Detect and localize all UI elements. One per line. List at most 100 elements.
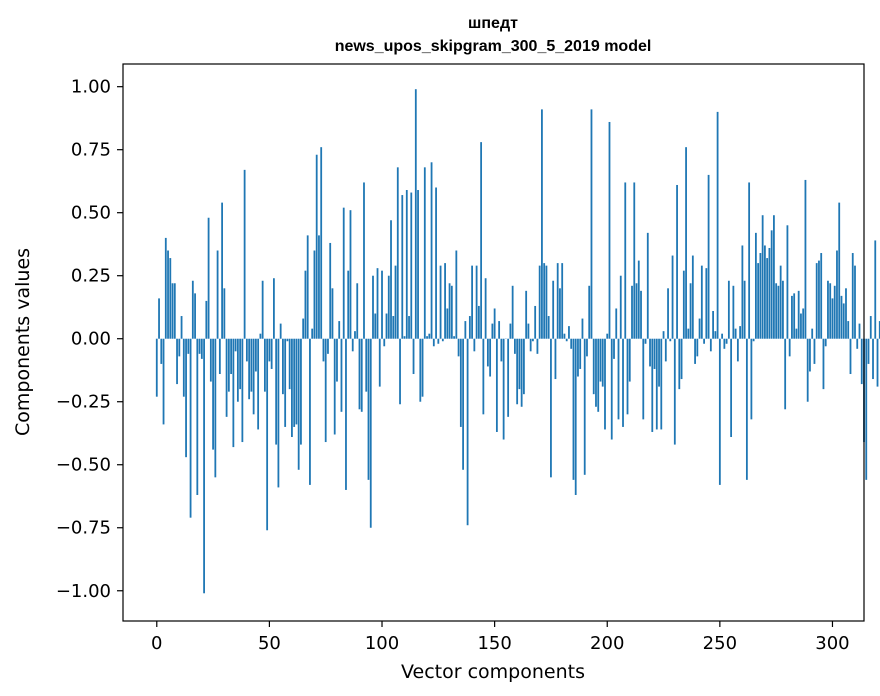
bar-160: [516, 338, 519, 405]
bar-68: [309, 338, 311, 485]
bar-302: [836, 250, 838, 339]
bar-1: [158, 298, 160, 339]
bar-263: [748, 182, 751, 339]
bar-126: [439, 265, 442, 339]
bar-43: [252, 338, 255, 415]
bar-63: [297, 338, 300, 470]
y-tick-label: −0.25: [56, 392, 111, 413]
bar-161: [518, 338, 521, 390]
bar-300: [831, 298, 834, 339]
bar-143: [477, 305, 480, 339]
bar-237: [689, 283, 692, 339]
bar-18: [196, 338, 199, 495]
bar-273: [770, 230, 773, 339]
x-tick-label: 100: [365, 633, 399, 654]
bar-315: [865, 338, 868, 480]
bar-185: [572, 338, 575, 480]
bar-97: [374, 313, 377, 339]
bar-294: [818, 260, 820, 339]
bar-274: [773, 215, 775, 339]
bar-219: [649, 338, 651, 367]
bar-120: [426, 336, 428, 339]
bar-56: [282, 338, 284, 395]
bar-69: [311, 328, 314, 339]
x-tick-label: 0: [151, 633, 162, 654]
bar-171: [541, 109, 543, 339]
bar-187: [577, 338, 579, 377]
bar-112: [408, 316, 410, 339]
bar-51: [270, 338, 273, 369]
bar-85: [347, 270, 350, 339]
bar-37: [239, 338, 242, 390]
bar-149: [491, 323, 494, 339]
bar-61: [293, 338, 296, 427]
bar-31: [225, 338, 228, 417]
bar-285: [797, 290, 800, 339]
bar-298: [827, 280, 829, 339]
bar-121: [428, 333, 431, 339]
bar-234: [682, 270, 685, 339]
bar-122: [430, 162, 433, 339]
bar-295: [820, 253, 823, 339]
y-tick-label: 0.00: [71, 329, 111, 350]
bar-58: [286, 338, 289, 342]
bar-203: [613, 338, 615, 359]
bar-238: [691, 255, 694, 339]
bar-144: [480, 142, 483, 339]
bar-256: [732, 285, 735, 339]
bar-292: [813, 338, 816, 364]
bar-22: [205, 300, 208, 339]
bar-286: [800, 313, 802, 339]
bar-109: [401, 195, 404, 339]
bar-305: [842, 303, 845, 339]
bar-148: [489, 338, 492, 377]
bar-176: [552, 280, 555, 339]
bar-308: [849, 338, 852, 375]
bar-79: [333, 338, 336, 435]
bar-166: [529, 338, 532, 352]
bar-3: [162, 338, 165, 425]
bar-312: [858, 323, 861, 339]
bar-36: [236, 338, 239, 402]
bar-199: [604, 338, 606, 430]
bar-111: [405, 190, 408, 339]
y-tick-label: −0.50: [56, 455, 111, 476]
bar-71: [315, 154, 318, 339]
bar-8: [173, 283, 176, 339]
bar-150: [493, 308, 496, 339]
bar-306: [845, 288, 847, 339]
bar-190: [583, 338, 586, 475]
bar-197: [599, 338, 602, 382]
bar-52: [273, 278, 275, 339]
bar-233: [680, 338, 683, 380]
bar-254: [727, 280, 730, 339]
bar-260: [741, 245, 744, 339]
bar-113: [410, 192, 413, 339]
bar-168: [534, 305, 537, 339]
bar-283: [793, 293, 796, 339]
bar-87: [351, 338, 354, 352]
y-tick-label: 0.75: [71, 140, 111, 161]
x-axis-label: Vector components: [401, 661, 585, 683]
bar-23: [207, 217, 210, 339]
bar-265: [752, 338, 755, 342]
bar-281: [788, 338, 791, 357]
bar-49: [266, 338, 269, 531]
y-axis-label: Components values: [12, 248, 34, 436]
bar-142: [475, 265, 478, 339]
bar-12: [182, 338, 185, 397]
bar-239: [694, 338, 696, 364]
bar-304: [840, 295, 843, 339]
bar-124: [435, 187, 437, 339]
bar-209: [626, 338, 629, 415]
bar-38: [241, 338, 244, 443]
bar-76: [327, 338, 329, 354]
bar-230: [673, 338, 676, 445]
bar-135: [459, 338, 462, 427]
bar-151: [495, 338, 498, 432]
bar-258: [736, 338, 739, 362]
bar-311: [856, 338, 859, 349]
bar-178: [556, 263, 559, 339]
bar-82: [340, 338, 343, 412]
